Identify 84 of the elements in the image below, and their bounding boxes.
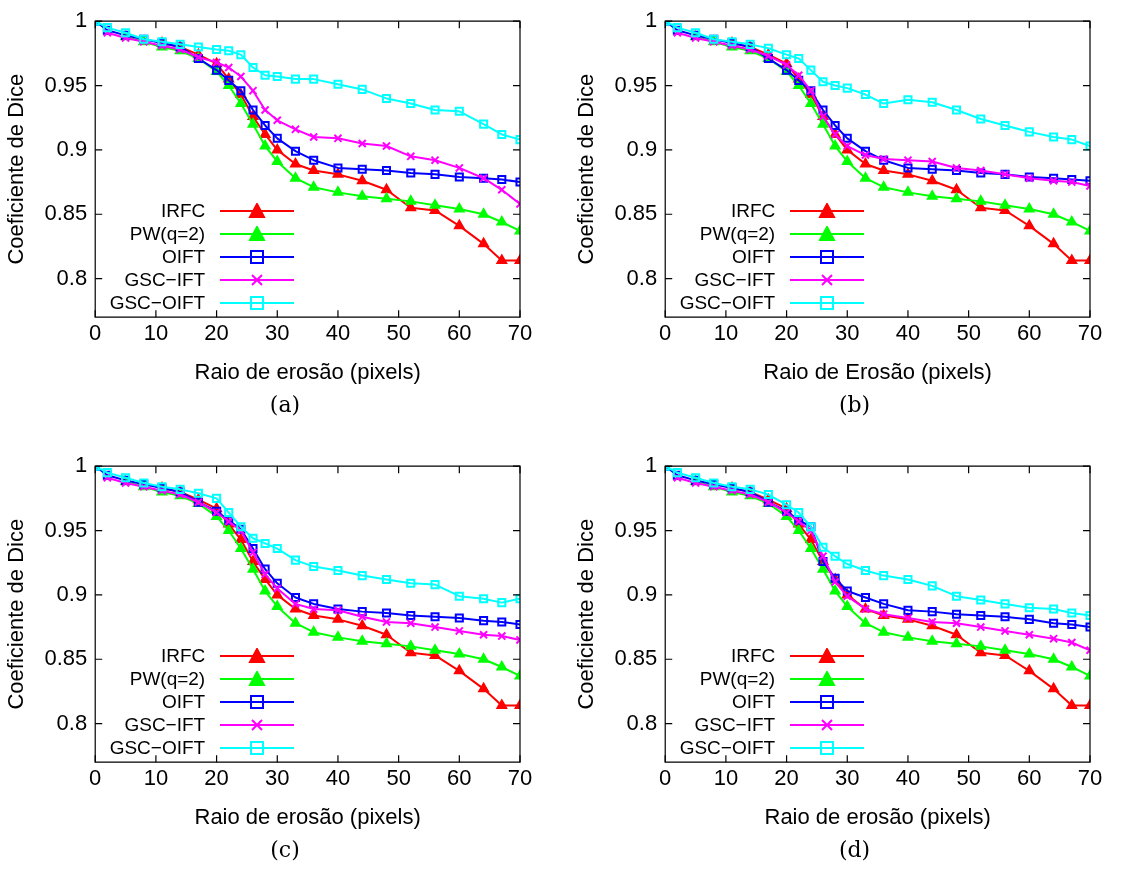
- legend-label: PW(q=2): [129, 667, 206, 691]
- x-tick-label: 50: [386, 765, 411, 791]
- x-tick-label: 50: [956, 765, 981, 791]
- y-tick-label: 0.95: [614, 71, 658, 97]
- y-tick-label: 0.85: [614, 645, 658, 671]
- x-axis-title: Raio de erosão (pixels): [764, 803, 991, 829]
- x-tick-label: 0: [659, 765, 672, 791]
- x-tick-label: 50: [386, 320, 411, 346]
- legend-label: GSC−OIFT: [109, 291, 206, 315]
- legend-label: PW(q=2): [129, 222, 206, 246]
- text: (c): [269, 837, 301, 862]
- y-tick-label: 0.8: [626, 264, 658, 290]
- legend-label: PW(q=2): [699, 222, 776, 246]
- x-tick-label: 60: [1017, 765, 1042, 791]
- x-tick-label: 70: [1077, 765, 1103, 791]
- x-tick-label: 50: [956, 320, 981, 346]
- y-tick-label: 0.8: [56, 264, 88, 290]
- legend-label: IRFC: [160, 199, 206, 223]
- x-tick-label: 20: [774, 765, 799, 791]
- x-axis-title: Raio de Erosão (pixels): [763, 358, 992, 384]
- x-tick-label: 60: [447, 765, 472, 791]
- legend-label: OIFT: [731, 245, 776, 269]
- y-tick-label: 0.85: [44, 645, 88, 671]
- x-axis-title: Raio de erosão (pixels): [194, 803, 421, 829]
- x-tick-label: 70: [507, 320, 533, 346]
- x-tick-label: 0: [89, 765, 102, 791]
- y-tick-label: 1: [74, 452, 88, 478]
- legend-label: GSC−IFT: [124, 268, 206, 292]
- x-axis-title: Raio de erosão (pixels): [194, 358, 421, 384]
- legend-label: OIFT: [161, 690, 206, 714]
- legend-label: GSC−OIFT: [109, 736, 206, 760]
- x-tick-label: 30: [265, 320, 290, 346]
- text: (b): [837, 392, 872, 417]
- legend-label: IRFC: [730, 644, 776, 668]
- legend-label: GSC−OIFT: [679, 736, 776, 760]
- x-tick-label: 40: [895, 320, 921, 346]
- y-tick-label: 1: [74, 7, 88, 33]
- x-tick-label: 10: [143, 765, 169, 791]
- y-tick-label: 0.8: [56, 709, 88, 735]
- x-tick-label: 70: [1077, 320, 1103, 346]
- y-axis-title: Coeficiente de Dice: [3, 518, 29, 710]
- y-axis-title: Coeficiente de Dice: [573, 73, 599, 265]
- y-tick-label: 0.9: [626, 580, 658, 606]
- x-tick-label: 40: [325, 320, 351, 346]
- y-tick-label: 1: [644, 7, 658, 33]
- y-tick-label: 1: [644, 452, 658, 478]
- text: (d): [837, 837, 872, 862]
- legend-label: GSC−OIFT: [679, 291, 776, 315]
- y-tick-label: 0.9: [626, 135, 658, 161]
- x-tick-label: 10: [143, 320, 169, 346]
- legend-label: GSC−IFT: [694, 713, 776, 737]
- y-tick-label: 0.9: [56, 135, 88, 161]
- y-tick-label: 0.9: [56, 580, 88, 606]
- x-tick-label: 40: [325, 765, 351, 791]
- x-tick-label: 20: [204, 320, 229, 346]
- legend-label: IRFC: [730, 199, 776, 223]
- y-axis-title: Coeficiente de Dice: [573, 518, 599, 710]
- y-tick-label: 0.95: [44, 516, 88, 542]
- x-tick-label: 20: [774, 320, 799, 346]
- x-tick-label: 10: [713, 320, 739, 346]
- legend-label: OIFT: [161, 245, 206, 269]
- y-tick-label: 0.85: [614, 200, 658, 226]
- x-tick-label: 30: [265, 765, 290, 791]
- legend-label: GSC−IFT: [124, 713, 206, 737]
- x-tick-label: 40: [895, 765, 921, 791]
- x-tick-label: 0: [89, 320, 102, 346]
- text: (a): [268, 392, 302, 417]
- y-tick-label: 0.8: [626, 709, 658, 735]
- y-tick-label: 0.85: [44, 200, 88, 226]
- x-tick-label: 0: [659, 320, 672, 346]
- y-tick-label: 0.95: [44, 71, 88, 97]
- legend-label: OIFT: [731, 690, 776, 714]
- legend-label: PW(q=2): [699, 667, 776, 691]
- x-tick-label: 70: [507, 765, 533, 791]
- legend-label: GSC−IFT: [694, 268, 776, 292]
- x-tick-label: 60: [1017, 320, 1042, 346]
- x-tick-label: 30: [835, 320, 860, 346]
- y-tick-label: 0.95: [614, 516, 658, 542]
- x-tick-label: 30: [835, 765, 860, 791]
- x-tick-label: 10: [713, 765, 739, 791]
- y-axis-title: Coeficiente de Dice: [3, 73, 29, 265]
- x-tick-label: 60: [447, 320, 472, 346]
- x-tick-label: 20: [204, 765, 229, 791]
- legend-label: IRFC: [160, 644, 206, 668]
